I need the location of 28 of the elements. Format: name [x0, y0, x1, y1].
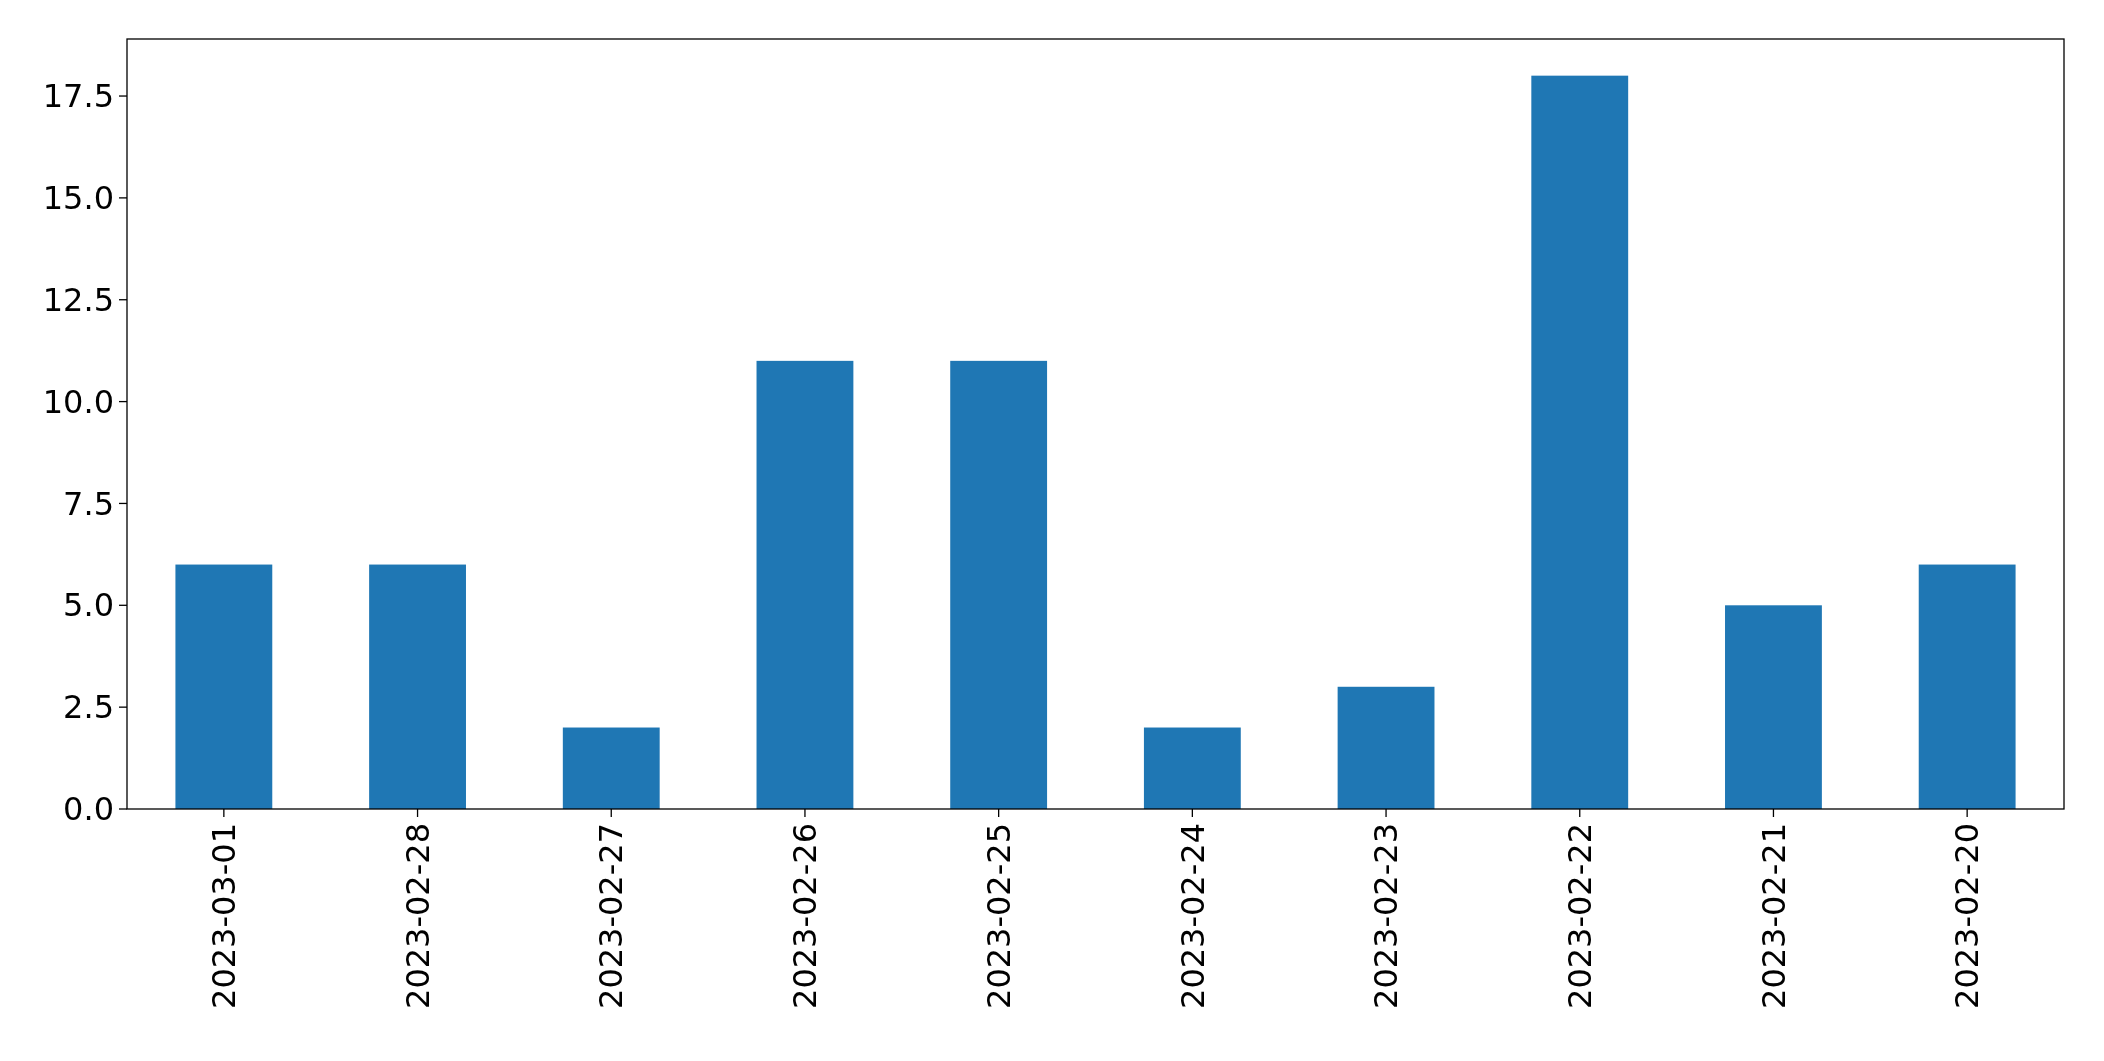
- x-tick-label: 2023-02-23: [1367, 823, 1406, 1009]
- bar: [562, 727, 660, 809]
- bar: [369, 564, 466, 809]
- x-tick-label: 2023-02-28: [398, 823, 437, 1009]
- bar: [756, 360, 854, 809]
- x-tick-label: 2023-03-01: [205, 823, 244, 1009]
- y-tick-label: 10.0: [42, 382, 114, 421]
- x-tick-label: 2023-02-25: [979, 823, 1018, 1009]
- y-tick-label: 17.5: [42, 77, 114, 116]
- x-tick-label: 2023-02-20: [1948, 823, 1987, 1009]
- x-tick-label: 2023-02-21: [1754, 823, 1793, 1009]
- bar: [1531, 75, 1629, 809]
- bar: [950, 360, 1048, 809]
- bar: [1143, 727, 1241, 809]
- y-tick-label: 12.5: [42, 280, 114, 319]
- bar: [175, 564, 273, 809]
- bar: [1337, 686, 1435, 809]
- x-tick-label: 2023-02-26: [786, 823, 825, 1009]
- y-tick-label: 7.5: [63, 484, 114, 523]
- x-tick-label: 2023-02-27: [592, 823, 631, 1009]
- bar: [1918, 564, 2016, 809]
- y-tick-label: 2.5: [63, 688, 114, 727]
- bar: [1725, 605, 1822, 809]
- x-tick-label: 2023-02-22: [1560, 823, 1599, 1009]
- y-tick-label: 15.0: [42, 179, 114, 218]
- y-tick-label: 0.0: [63, 790, 114, 829]
- x-tick-label: 2023-02-24: [1173, 823, 1212, 1009]
- y-tick-label: 5.0: [63, 586, 114, 625]
